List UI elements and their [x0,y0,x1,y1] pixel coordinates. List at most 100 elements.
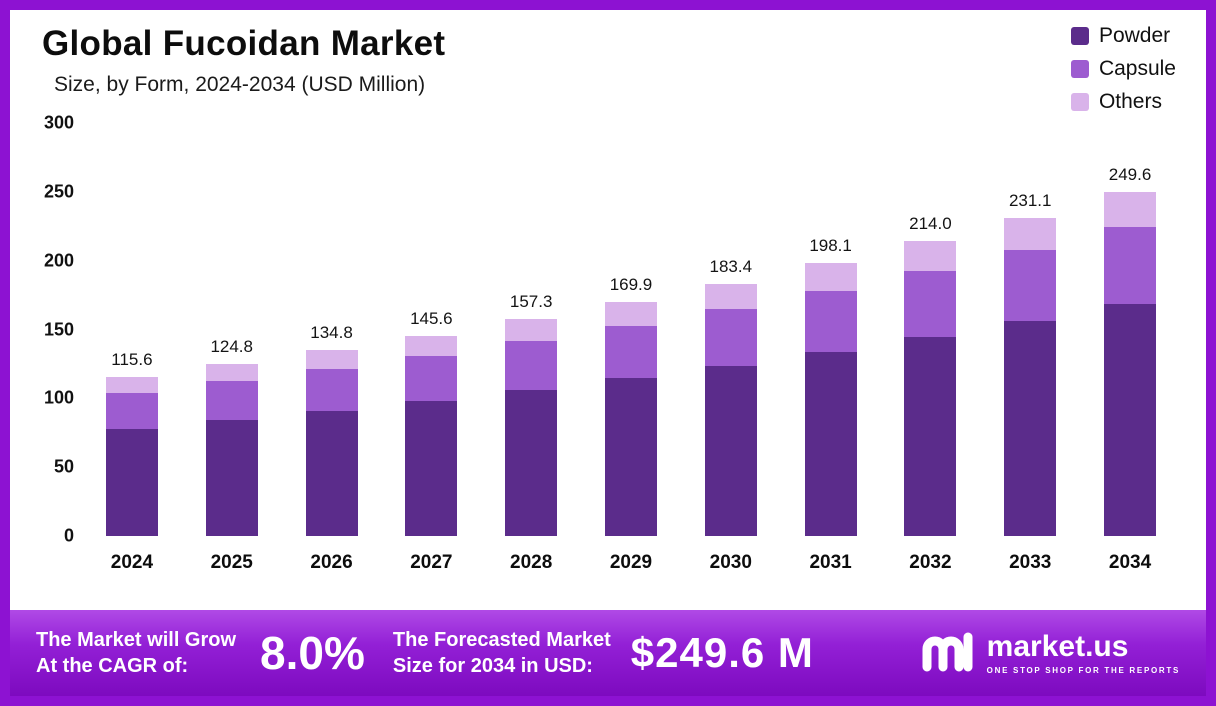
bar-stack [405,335,458,536]
x-axis-label: 2027 [410,552,453,573]
bar-segment-powder [704,365,757,536]
bar-total-label: 115.6 [111,349,153,369]
y-tick-label: 50 [53,456,74,477]
bar-column: 124.8 [201,337,263,536]
bar-column: 183.4 [700,257,762,536]
bar-stack [604,302,657,536]
bar-segment-others [804,263,857,291]
x-axis-label: 2024 [110,552,154,573]
bar-segment-powder [904,337,957,536]
bar-column: 145.6 [400,309,462,536]
bar-segment-powder [804,351,857,536]
bar-stack [904,241,957,536]
legend-item-others: Others [1070,90,1176,114]
bar-stack [804,263,857,536]
bar-stack [105,376,158,536]
bar-total-label: 214.0 [909,214,952,234]
bar-segment-capsule [105,392,158,429]
bar-column: 214.0 [899,214,961,536]
bar-total-label: 145.6 [410,308,453,328]
bar-segment-capsule [1104,226,1157,305]
y-tick-label: 300 [43,112,74,133]
y-axis: 0 50 100 150 200 250 300 [36,113,82,546]
bar-column: 169.9 [600,275,662,536]
legend-label: Powder [1098,24,1171,47]
legend-item-capsule: Capsule [1070,57,1176,81]
bar-stack [205,364,258,536]
page-title: Global Fucoidan Market [42,24,446,63]
bar-segment-others [704,283,757,309]
bar-total-label: 183.4 [709,256,753,276]
cagr-label-line2: At the CAGR of: [36,655,189,677]
cagr-label-line1: The Market will Grow [36,629,237,651]
legend-label: Others [1098,90,1162,113]
y-tick-label: 250 [43,181,74,202]
legend-swatch-icon [1070,60,1089,78]
legend-swatch-icon [1070,93,1089,111]
bar-column: 249.6 [1099,165,1161,536]
bar-stack [505,319,558,536]
bar-stack [704,283,757,536]
bar-total-label: 134.8 [310,323,353,343]
bar-total-label: 157.3 [509,292,553,312]
bar-segment-capsule [604,325,657,379]
bar-segment-powder [305,410,358,536]
bar-segment-others [604,302,657,326]
x-axis-label: 2029 [609,552,653,573]
bar-segment-others [1004,217,1057,250]
bar-stack [305,350,358,536]
bar-segment-capsule [205,381,258,421]
bar-segment-others [305,350,358,370]
forecast-label-line2: Size for 2034 in USD: [392,655,593,677]
brand-tagline: ONE STOP SHOP FOR THE REPORTS [986,665,1180,675]
bar-segment-powder [205,420,258,536]
bar-total-label: 124.8 [210,337,253,357]
bar-total-label: 231.1 [1008,190,1052,210]
x-axis-label: 2032 [909,552,952,573]
legend-label: Capsule [1098,57,1176,80]
brand-text: market.us ONE STOP SHOP FOR THE REPORTS [986,631,1180,675]
plot-area: 115.6 124.8 134.8 145.6 157.3 169.9 183.4 198.1… [82,123,1180,536]
y-tick-label: 200 [43,250,74,271]
legend-swatch-icon [1070,27,1089,45]
legend: Powder Capsule Others [1070,24,1176,114]
x-axis-label: 2034 [1108,552,1152,573]
bar-column: 157.3 [500,292,562,536]
x-axis-label: 2033 [1009,552,1052,573]
chart-header: Global Fucoidan Market Size, by Form, 20… [10,10,1206,97]
y-tick-label: 100 [43,387,74,408]
x-axis-label: 2025 [210,552,253,573]
bar-stack [1104,192,1157,536]
bar-total-label: 249.6 [1108,165,1152,185]
bar-segment-capsule [704,308,757,366]
bar-segment-powder [1004,321,1057,536]
bar-segment-others [405,335,458,356]
bar-segment-powder [604,378,657,536]
bar-segment-powder [105,428,158,536]
forecast-label-line1: The Forecasted Market [392,629,611,651]
x-axis: 2024 2025 2026 2027 2028 2029 2030 2031 2032 2033… [82,552,1180,574]
bar-segment-capsule [904,270,957,338]
bar-segment-capsule [1004,249,1057,322]
bar-column: 198.1 [800,236,862,536]
x-axis-label: 2031 [809,552,852,573]
x-axis-label: 2028 [510,552,553,573]
bar-segment-capsule [505,341,558,390]
bar-segment-capsule [804,290,857,352]
bar-stack [1004,217,1057,536]
bar-segment-powder [505,389,558,536]
brand-logo: market.us ONE STOP SHOP FOR THE REPORTS [921,627,1180,680]
bar-segment-others [205,364,258,382]
chart-subtitle: Size, by Form, 2024-2034 (USD Million) [54,73,426,96]
bar-segment-others [505,319,558,342]
bar-segment-capsule [405,355,458,401]
bar-total-label: 198.1 [809,236,852,256]
bar-segment-powder [1104,304,1157,536]
legend-item-powder: Powder [1070,24,1176,48]
bar-column: 134.8 [301,323,363,536]
cagr-value: 8.0% [260,627,365,679]
bottom-banner: The Market will Grow At the CAGR of: 8.0… [10,610,1206,696]
bar-segment-others [105,376,158,393]
marketus-logo-icon [921,627,975,680]
